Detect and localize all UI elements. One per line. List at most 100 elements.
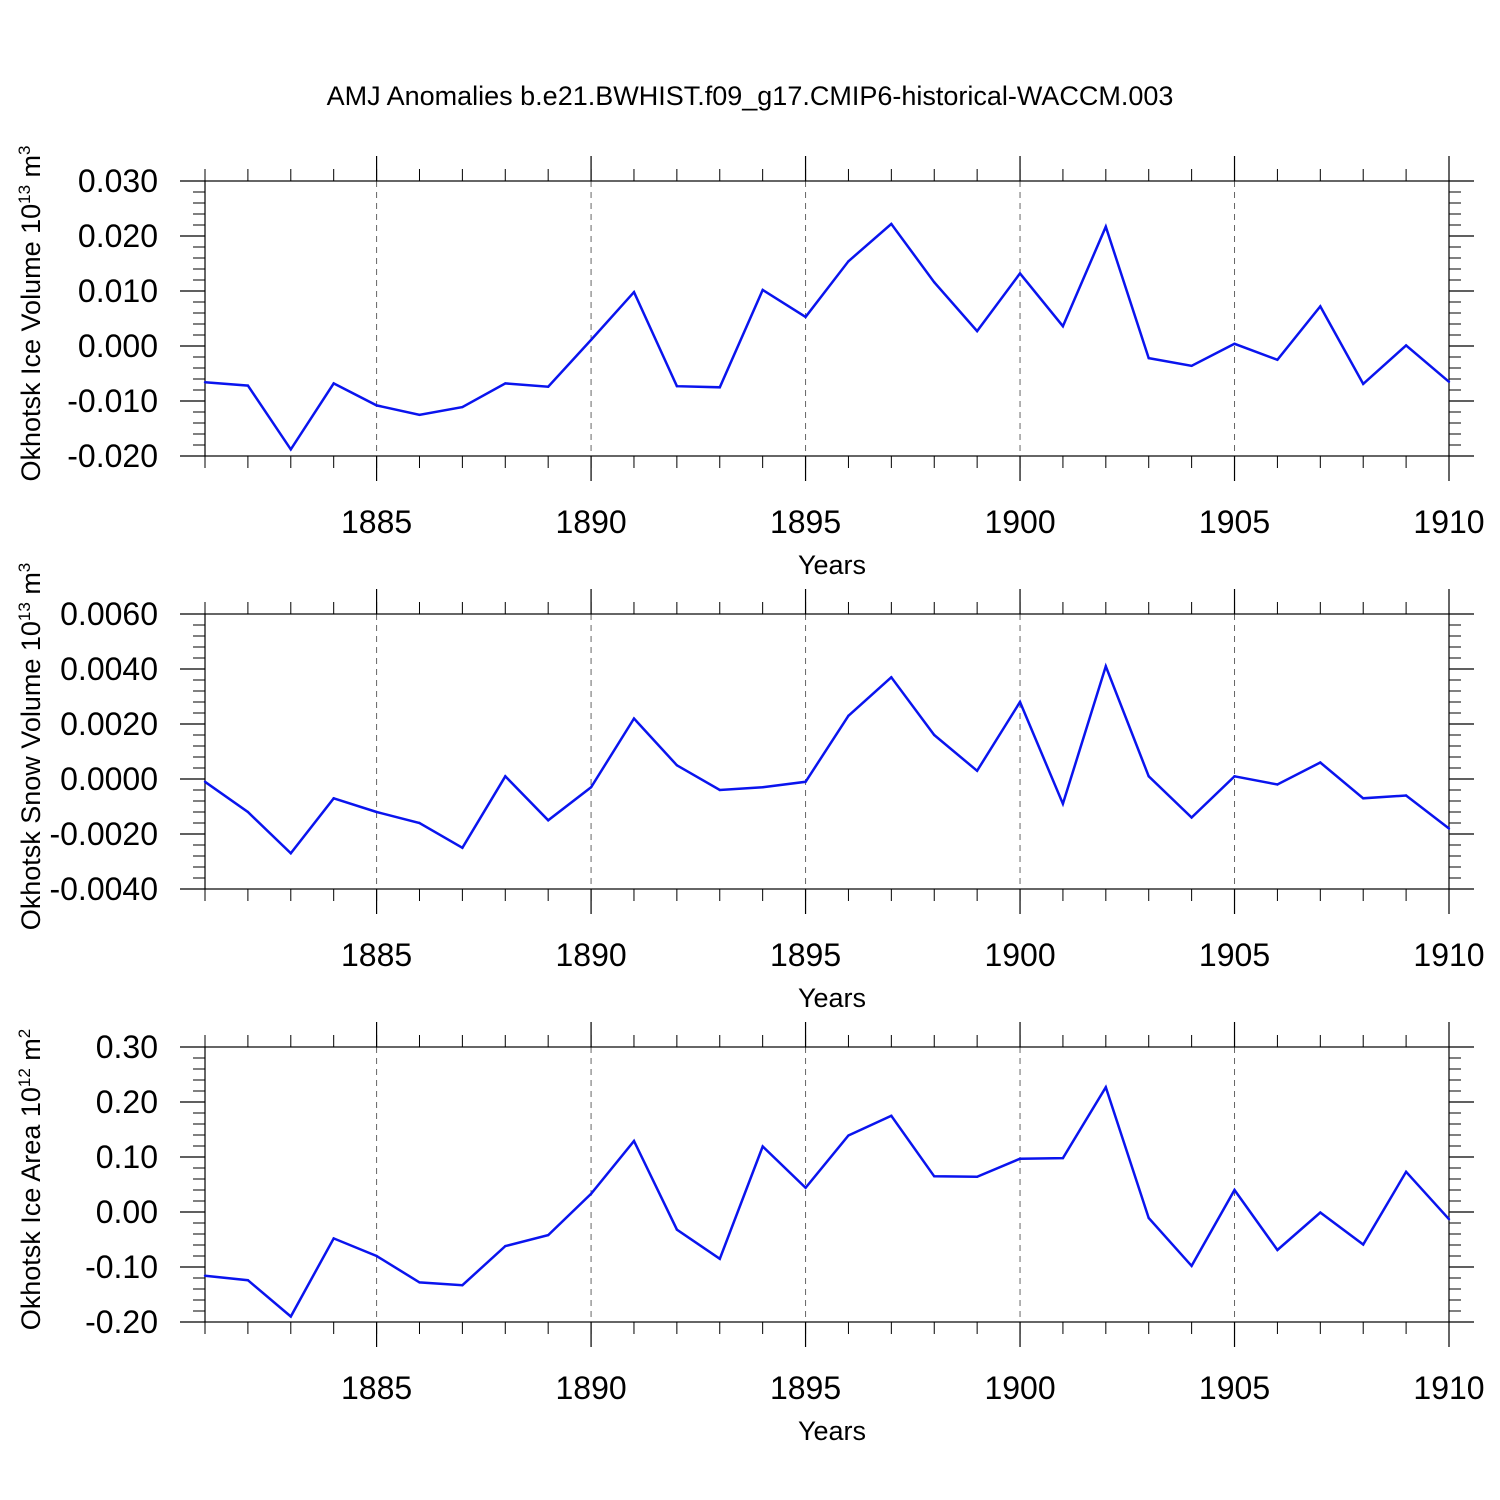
y-tick-label: -0.010 [67,383,158,419]
x-tick-label: 1905 [1199,504,1270,540]
data-point [1233,342,1236,345]
data-point [718,1257,721,1260]
data-point [1319,1211,1322,1214]
data-point [1190,1264,1193,1268]
data-point [375,810,378,814]
y-axis-title-main: Okhotsk Ice Volume 10 [16,204,46,482]
data-point [718,788,721,792]
y-axis-title-unit-exponent: 2 [15,1029,34,1038]
y-axis-title-exponent: 13 [15,185,34,204]
data-point [761,786,764,789]
data-point [1447,827,1451,830]
data-point [246,810,250,814]
y-tick-label: -0.10 [85,1249,158,1285]
data-point [1147,775,1150,778]
x-tick-label: 1910 [1413,1370,1484,1406]
data-point [1061,325,1065,328]
data-point [1362,382,1365,386]
y-axis-title: Okhotsk Snow Volume 1013 m3 [15,563,46,931]
plot-frame [204,1046,1450,1323]
data-point [761,1145,764,1148]
y-tick-label: 0.0000 [60,761,158,797]
data-point [289,1315,292,1318]
x-axis-title: Years [798,550,866,580]
y-tick-label: 0.0020 [60,706,158,742]
data-point [289,448,292,451]
x-tick-label: 1895 [770,937,841,973]
data-point [504,775,507,778]
plot-frame [204,180,1450,457]
data-point [1362,797,1365,800]
x-tick-label: 1885 [341,937,412,973]
data-point [203,1274,207,1278]
data-point [761,288,764,292]
y-axis-title-unit-exponent: 3 [15,563,34,572]
plot-frame [204,613,1450,890]
data-point [546,819,550,822]
data-point [546,1233,550,1237]
data-point [504,382,507,385]
y-axis-title-main: Okhotsk Ice Area 10 [16,1087,46,1330]
data-point [1447,380,1451,383]
data-point [1147,1216,1150,1220]
data-point [804,315,807,319]
data-point [332,797,335,800]
data-point [718,386,721,389]
x-tick-label: 1900 [984,504,1055,540]
data-point [1276,1248,1279,1252]
x-axis-title: Years [798,983,866,1013]
data-point [847,260,850,263]
data-point [1233,775,1236,778]
data-point [1190,364,1193,367]
y-tick-label: 0.010 [78,273,158,309]
y-tick-label: 0.20 [96,1084,158,1120]
data-point [1104,1085,1108,1089]
data-point [589,1192,593,1196]
data-point [1018,272,1022,275]
x-tick-label: 1895 [770,504,841,540]
y-tick-label: 0.0060 [60,596,158,632]
y-axis-title-exponent: 12 [15,1068,34,1087]
data-point [375,1254,378,1258]
x-tick-label: 1890 [555,1370,626,1406]
series-line [204,222,1450,452]
x-tick-label: 1910 [1413,504,1484,540]
data-point [332,382,335,385]
data-point [289,852,292,855]
data-point [1018,700,1022,704]
chart-panel-2: 1885 1890 1895 1900 1905 1910 -0.0040 -0.0020 0.… [15,563,1485,1013]
data-point [1362,1243,1365,1246]
data-point [589,338,593,342]
y-tick-label: 0.020 [78,218,158,254]
chart-panel-3: 1885 1890 1895 1900 1905 1910 -0.20 -0.10 0.00 0.… [15,1022,1485,1446]
y-axis-title: Okhotsk Ice Area 1012 m2 [15,1029,46,1331]
data-point [332,1237,335,1240]
data-point [1104,225,1108,228]
data-point [589,786,593,789]
chart-title: AMJ Anomalies b.e21.BWHIST.f09_g17.CMIP6… [327,81,1174,111]
y-tick-label: 0.0040 [60,651,158,687]
data-point [1233,1188,1236,1192]
chart-panels: 1885 1890 1895 1900 1905 1910 -0.020 -0.010 0.00… [15,145,1485,1446]
data-point [675,764,679,767]
x-tick-label: 1905 [1199,1370,1270,1406]
y-tick-label: 0.10 [96,1139,158,1175]
data-point [890,676,893,679]
data-point [504,1244,507,1248]
data-point [461,405,464,409]
x-tick-label: 1900 [984,937,1055,973]
data-point [1190,816,1193,819]
data-point [1276,358,1279,361]
data-point [975,1175,979,1179]
data-point [461,846,464,849]
data-point [632,290,636,294]
series-line [204,662,1450,856]
data-point [1404,794,1408,797]
y-tick-label: -0.0040 [49,871,158,907]
data-point [933,733,936,737]
x-tick-label: 1905 [1199,937,1270,973]
data-point [203,381,207,384]
y-axis-title: Okhotsk Ice Volume 1013 m3 [15,145,46,481]
y-axis-title-unit-exponent: 3 [15,145,34,154]
data-point [1319,761,1322,764]
